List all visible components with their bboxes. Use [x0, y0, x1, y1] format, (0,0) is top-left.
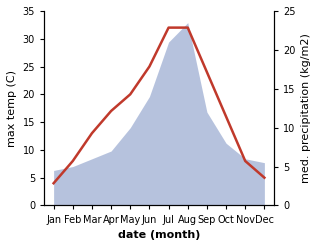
- Y-axis label: med. precipitation (kg/m2): med. precipitation (kg/m2): [301, 33, 311, 183]
- X-axis label: date (month): date (month): [118, 230, 200, 240]
- Y-axis label: max temp (C): max temp (C): [7, 70, 17, 147]
